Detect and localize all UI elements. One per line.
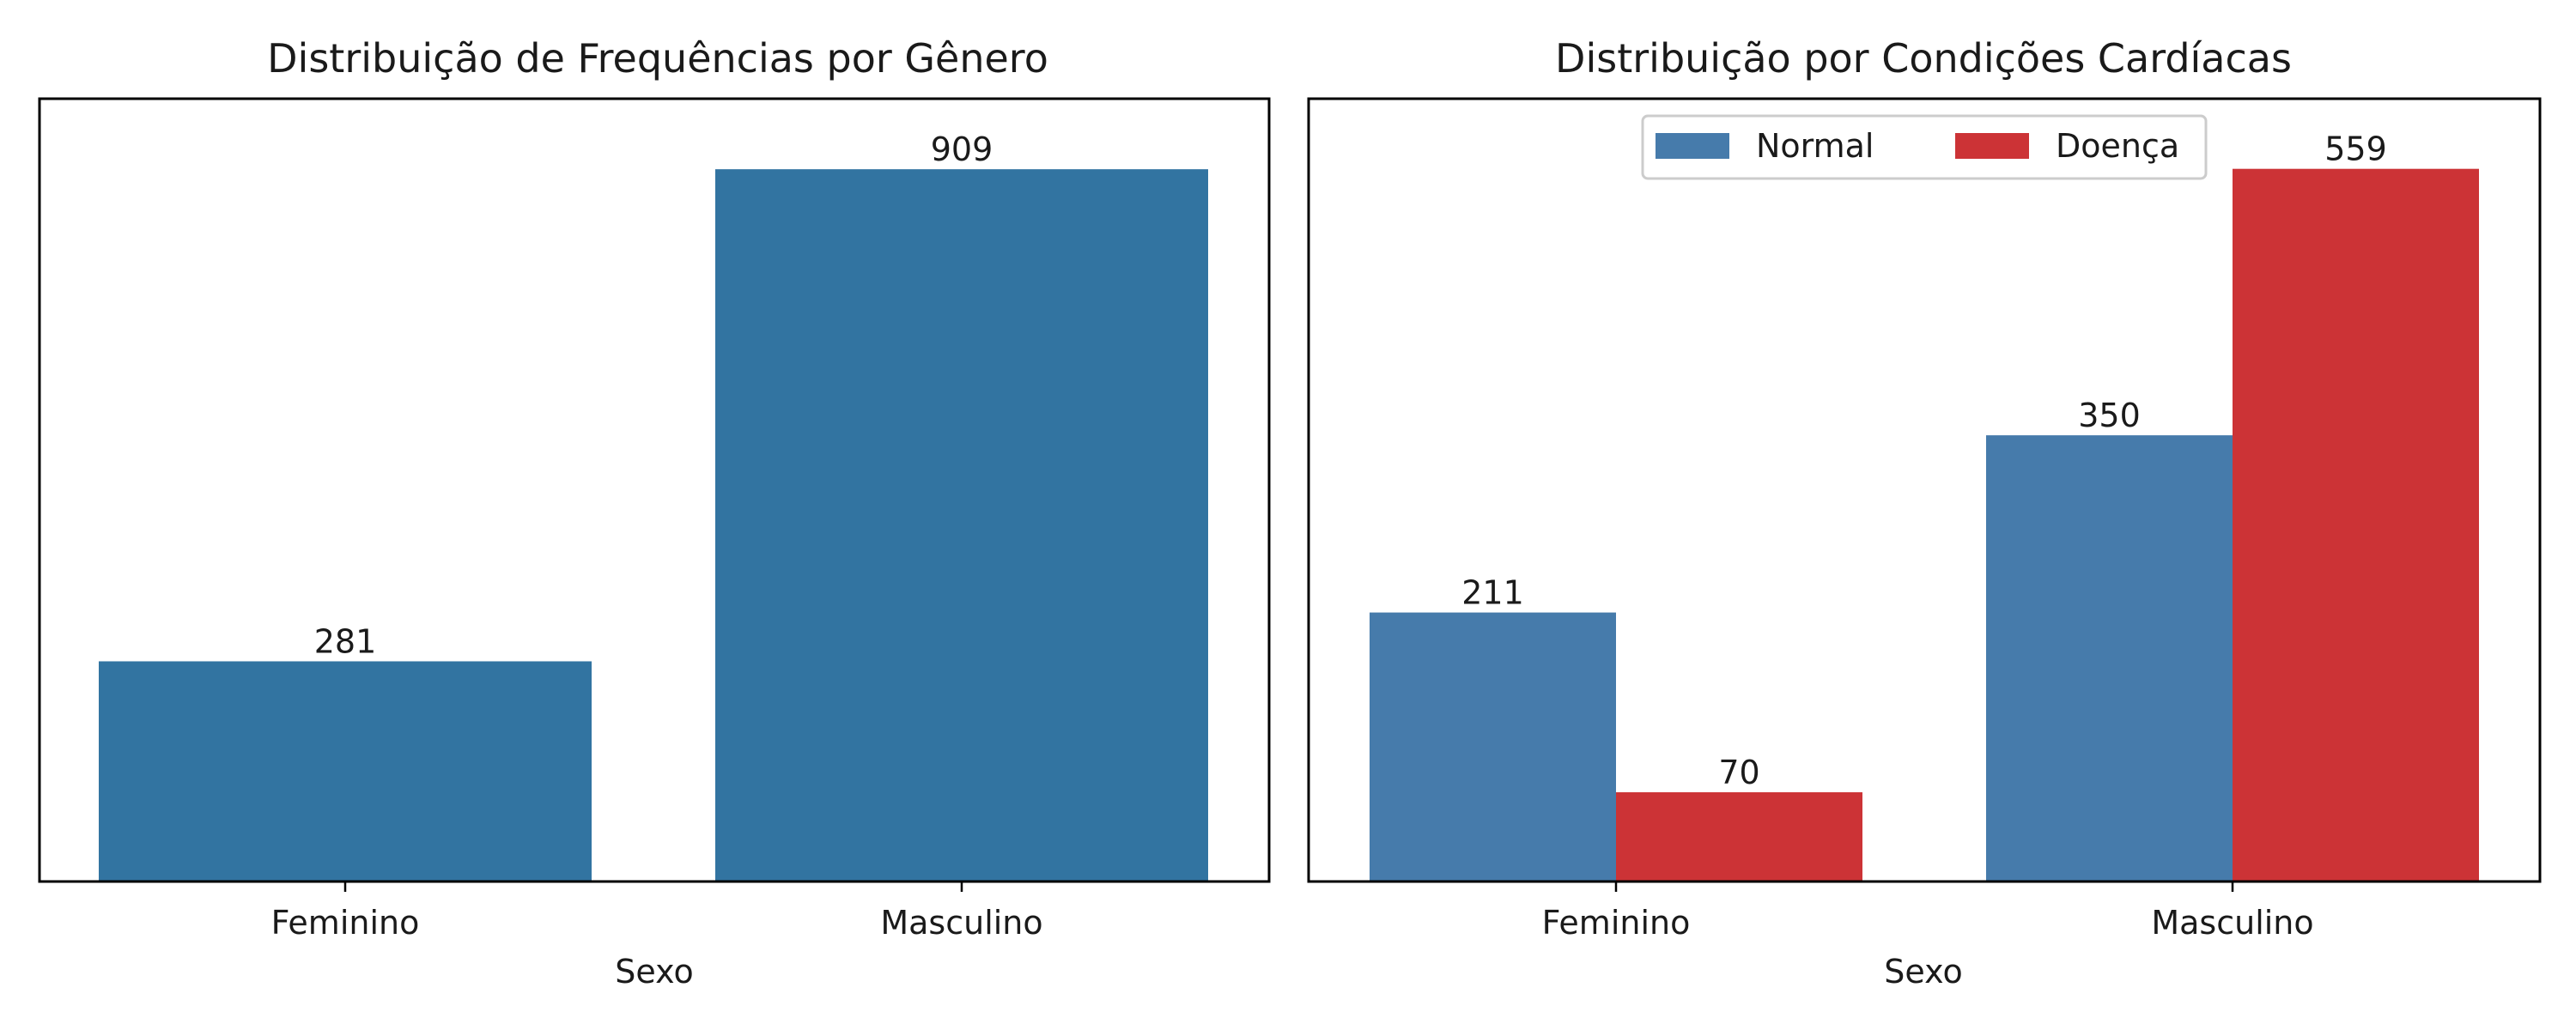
chart-left-title: Distribuição de Frequências por Gênero (267, 35, 1048, 82)
x-tick-label-feminino: Feminino (1542, 904, 1691, 942)
bar-masculino (715, 169, 1208, 882)
chart-right-x-axis-label: Sexo (1884, 953, 1962, 991)
chart-right-plot-frame (1307, 97, 2542, 883)
bar-doenca-masculino (2233, 168, 2479, 882)
chart-left-plot-frame (38, 97, 1271, 883)
legend-label-doenca: Doença (2056, 127, 2179, 165)
bar-doenca-feminino (1616, 792, 1862, 882)
chart-left: Distribuição de Frequências por Gênero 2… (38, 35, 1271, 991)
data-label-doenca-masculino: 559 (2324, 130, 2387, 168)
x-tick-label-masculino: Masculino (880, 904, 1042, 942)
data-label-normal-masculino: 350 (2078, 397, 2141, 434)
data-label-masculino: 909 (931, 130, 993, 168)
legend-label-normal: Normal (1756, 127, 1874, 165)
bar-feminino (99, 661, 592, 882)
chart-right-x-axis: Feminino Masculino Sexo (1542, 882, 2314, 991)
chart-right-title: Distribuição por Condições Cardíacas (1555, 35, 2292, 82)
legend-frame (1641, 114, 2208, 180)
chart-left-x-axis: Feminino Masculino Sexo (271, 882, 1043, 991)
legend: Normal Doença (1641, 114, 2208, 180)
legend-swatch-doenca (1955, 133, 2029, 159)
x-tick-label-feminino: Feminino (271, 904, 420, 942)
data-label-normal-feminino: 211 (1461, 574, 1524, 612)
bar-normal-feminino (1370, 612, 1616, 882)
legend-swatch-normal (1656, 133, 1729, 159)
chart-left-x-axis-label: Sexo (615, 953, 693, 991)
chart-right: Distribuição por Condições Cardíacas 211… (1307, 35, 2542, 991)
chart-right-bars: 211 70 350 559 (1370, 130, 2479, 882)
data-label-feminino: 281 (314, 622, 377, 660)
x-tick-label-masculino: Masculino (2151, 904, 2313, 942)
bar-normal-masculino (1986, 435, 2233, 882)
chart-left-bars: 281 909 (99, 130, 1208, 882)
data-label-doenca-feminino: 70 (1718, 754, 1759, 791)
